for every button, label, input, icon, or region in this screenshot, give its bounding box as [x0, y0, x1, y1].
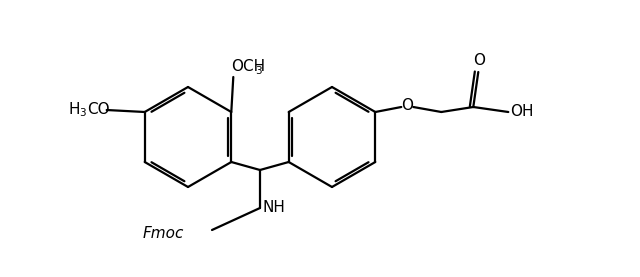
Text: OCH: OCH	[231, 59, 266, 74]
Text: CO: CO	[86, 102, 109, 117]
Text: 3: 3	[255, 66, 262, 76]
Text: O: O	[474, 53, 485, 68]
Text: Fmoc: Fmoc	[143, 227, 184, 242]
Text: H: H	[68, 102, 80, 117]
Text: 3: 3	[79, 108, 85, 118]
Text: OH: OH	[510, 104, 534, 119]
Text: O: O	[401, 99, 413, 114]
Text: NH: NH	[263, 201, 286, 216]
